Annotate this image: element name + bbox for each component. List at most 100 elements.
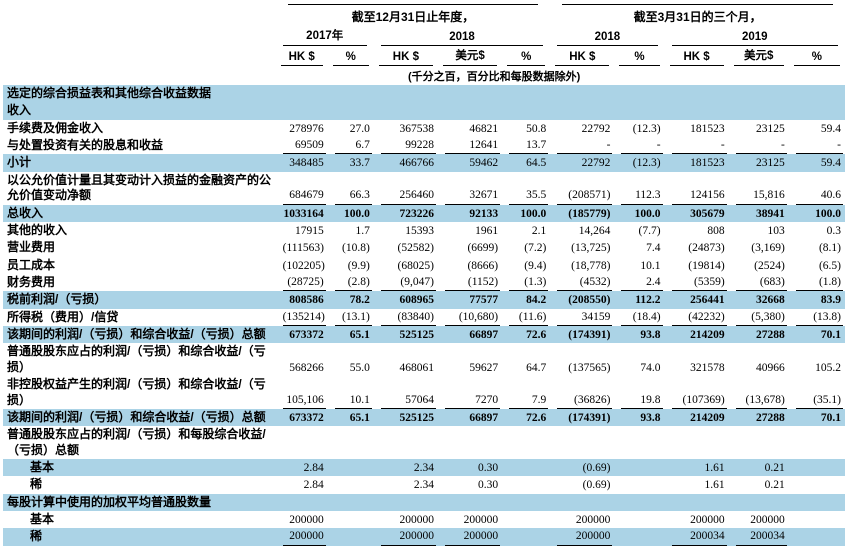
value-cell [502, 426, 550, 459]
row-label: 财务费用 [7, 274, 56, 289]
table-row: 以公允价值计量且其变动计入损益的金融资产的公允价值变动净额 684679 66.3 2… [3, 172, 845, 205]
section-row: 每股计算中使用的加权平均普通股数量 [3, 493, 845, 512]
row-label: 与处置投资有关的股息和收益 [7, 138, 164, 153]
value-cell: 2.1 [531, 224, 547, 237]
value-cell: (1152) [438, 274, 502, 292]
units-note-cell: (千分之百，百分比和每股数据除外) [374, 66, 615, 85]
value-cell: 93.8 [640, 329, 661, 342]
value-cell: 33.7 [349, 157, 370, 170]
value-cell [789, 528, 845, 545]
value-cell: 59462 [469, 157, 499, 170]
table-row: 手续费及佣金收入 278976 27.0 367538 46821 50.8 22792 (1… [3, 120, 845, 137]
table-row: 基本 2.84 2.34 0.30 (0.69) 1.61 0.21 [3, 458, 845, 477]
table-row: 非控股权益产生的利润/（亏损）和综合收益/（亏损） 105,106 10.1 5706… [3, 376, 845, 409]
value-cell: 112.3 [614, 172, 664, 205]
value-cell: 1961 [475, 224, 499, 237]
value-cell: (135214) [276, 309, 328, 327]
value-cell [438, 102, 502, 119]
row-label: 基本 [30, 512, 55, 527]
value-cell: (208571) [550, 172, 614, 205]
value-cell: 6.7 [328, 137, 374, 155]
annual-period-label: 截至12月31日止年度， [287, 4, 539, 26]
value-cell: 50.8 [526, 122, 547, 135]
value-cell: - [614, 137, 664, 155]
value-cell [328, 85, 374, 102]
value-cell: 200000 [575, 514, 611, 527]
value-cell [276, 102, 328, 119]
table-row: 该期间的利润/（亏损）和综合收益/（亏损）总额 673372 65.1 525125 6… [3, 408, 845, 427]
row-label: 小计 [7, 155, 32, 170]
value-cell: 15,816 [729, 172, 789, 205]
value-cell: (36826) [550, 376, 614, 409]
value-cell: 65.1 [349, 411, 370, 424]
value-cell: 468061 [399, 361, 434, 374]
value-cell: 15393 [405, 224, 434, 237]
value-cell: 100.0 [520, 207, 547, 220]
table-row: 基本 200000 200000 200000 200000 200000 200000 [3, 511, 845, 528]
value-cell: (0.69) [582, 461, 611, 474]
row-label: 该期间的利润/（亏损）和综合收益/（亏损）总额 [7, 409, 266, 424]
value-cell: (9,047) [374, 274, 438, 292]
value-cell: 59.4 [820, 157, 841, 170]
spacer [276, 66, 374, 85]
value-cell: 2.84 [303, 461, 324, 474]
table-row: 与处置投资有关的股息和收益 69509 6.7 99228 12641 13.7- - - - - [3, 137, 845, 155]
value-cell: - [550, 137, 614, 155]
section-label: 每股计算中使用的加权平均普通股数量 [7, 494, 212, 509]
row-label: 该期间的利润/（亏损）和综合收益/（亏损）总额 [7, 327, 266, 342]
value-cell: 66.3 [328, 172, 374, 205]
year-2018-label: 2018 [380, 30, 544, 46]
value-cell: 321578 [690, 361, 725, 374]
value-cell [614, 494, 664, 511]
value-cell: (28725) [276, 274, 328, 292]
column-header: % [507, 50, 546, 66]
value-cell: 1033164 [283, 207, 324, 220]
value-cell: 2.84 [303, 479, 324, 492]
year-2017-label: 2017年 [282, 26, 367, 46]
value-cell: 181523 [690, 122, 725, 135]
value-cell: 214209 [690, 329, 725, 342]
value-cell: 608965 [399, 294, 434, 307]
value-cell [729, 85, 789, 102]
value-cell: 32668 [756, 294, 785, 307]
value-cell [374, 494, 438, 511]
value-cell: 34159 [550, 309, 614, 327]
annual-period-group-cell: 截至12月31日止年度， [276, 4, 551, 26]
column-header-cell: % [614, 46, 664, 66]
value-cell: 200034 [665, 528, 729, 546]
value-cell [665, 85, 729, 102]
table-body: 选定的综合损益表和其他综合收益数据 收入 手续费及佣金收入 278976 27.0 367… [3, 85, 845, 546]
value-cell: - [789, 137, 845, 155]
row-label: 员工成本 [7, 257, 56, 272]
value-cell [438, 426, 502, 459]
value-cell: (18.4) [614, 309, 664, 327]
value-cell: (1.3) [502, 274, 550, 292]
corner-spacer [3, 4, 276, 26]
value-cell: 181523 [690, 157, 725, 170]
value-cell: 278976 [289, 122, 324, 135]
value-cell: 200034 [729, 528, 789, 546]
value-cell: 66897 [469, 329, 499, 342]
value-cell: 40.6 [789, 172, 845, 205]
value-cell: 13.7 [502, 137, 550, 155]
value-cell [614, 426, 664, 459]
column-header: HK $ [378, 50, 433, 66]
value-cell: - [729, 137, 789, 155]
value-cell [665, 102, 729, 119]
value-cell: (111563) [282, 242, 324, 255]
section-row: 选定的综合损益表和其他综合收益数据 [3, 85, 845, 103]
value-cell [374, 85, 438, 102]
value-cell: 214209 [690, 411, 725, 424]
value-cell [328, 102, 374, 119]
value-cell [438, 85, 502, 102]
value-cell: 808586 [289, 294, 324, 307]
value-cell: 0.21 [764, 461, 785, 474]
value-cell: 200000 [463, 514, 499, 527]
value-cell: (68025) [397, 259, 434, 272]
value-cell: 200000 [374, 528, 438, 546]
value-cell [789, 494, 845, 511]
row-label: 以公允价值计量且其变动计入损益的金融资产的公允价值变动净额 [7, 172, 272, 203]
value-cell: 10.1 [640, 259, 661, 272]
value-cell: 55.0 [349, 361, 370, 374]
value-cell: (8.1) [818, 242, 841, 255]
